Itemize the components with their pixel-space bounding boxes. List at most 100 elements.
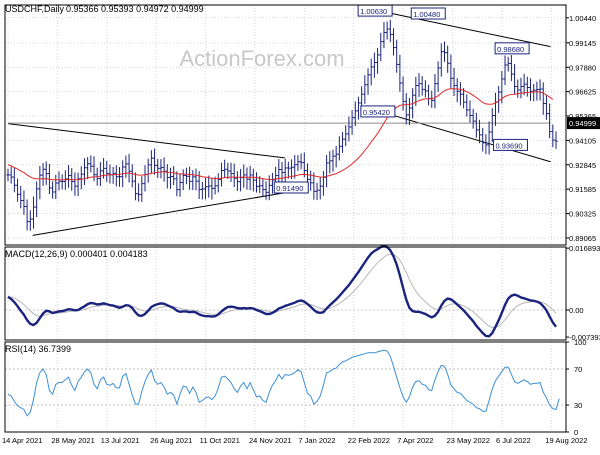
ohlc-bar (325, 155, 329, 188)
ohlc-bar (331, 149, 335, 172)
y-tick-label: 0.96625 (569, 88, 596, 97)
ohlc-bar (86, 157, 90, 180)
triangle-lower-trendline (32, 192, 285, 236)
ohlc-bar (309, 170, 313, 191)
ohlc-bar (344, 125, 348, 147)
ohlc-bar (124, 155, 128, 178)
rsi-line (7, 349, 560, 417)
ohlc-bar (337, 136, 341, 161)
ohlc-bar (235, 171, 239, 191)
ohlc-bar (35, 181, 39, 218)
ohlc-bar (286, 161, 290, 179)
ohlc-bar (525, 76, 529, 97)
price-label-text: 0.95420 (363, 108, 390, 117)
x-tick-label: 7 Apr 2022 (397, 436, 433, 445)
ohlc-bar (551, 124, 555, 148)
ohlc-bar (477, 119, 482, 144)
x-tick-label: 11 Oct 2021 (200, 436, 240, 445)
ohlc-bar (191, 170, 195, 191)
ohlc-bar (512, 64, 517, 94)
ohlc-bar (130, 164, 134, 188)
ohlc-bar (38, 165, 42, 200)
ohlc-bar (391, 28, 396, 56)
ohlc-bar (379, 32, 383, 62)
ohlc-bar (509, 55, 513, 82)
price-label-text: 0.91490 (276, 184, 303, 193)
ohlc-bar (200, 181, 204, 200)
price-label-box (360, 105, 396, 118)
price-label-text: 0.93690 (495, 141, 522, 150)
ohlc-bar (458, 82, 463, 106)
price-label: 0.95420 (360, 105, 396, 118)
ohlc-bar (334, 145, 338, 168)
ohlc-bar (395, 39, 399, 73)
ohlc-bar (433, 73, 437, 109)
ohlc-bar (188, 166, 192, 190)
ohlc-bar (363, 75, 367, 104)
ohlc-bar (375, 47, 380, 74)
ohlc-bar (366, 68, 370, 95)
price-label-text: 1.00480 (413, 10, 440, 19)
ohlc-bar (98, 162, 102, 187)
price-label: 1.00480 (410, 7, 446, 20)
ohlc-bar (203, 177, 208, 200)
ohlc-bar (289, 159, 294, 180)
ohlc-bar (149, 150, 153, 174)
y-tick-label: 0.99145 (569, 39, 596, 48)
ohlc-bar (60, 174, 64, 190)
y-tick-label: 0.94105 (569, 136, 596, 145)
ohlc-bar (251, 168, 255, 192)
ohlc-bar (455, 78, 459, 103)
ohlc-bar (442, 41, 447, 62)
ohlc-bar (315, 182, 319, 201)
ohlc-bar (528, 78, 533, 101)
ohlc-bar (350, 110, 354, 135)
ohlc-bar (165, 164, 169, 189)
ohlc-bar (216, 173, 220, 193)
price-ohlc-readout: 0.95366 0.95393 0.94972 0.94999 (66, 4, 204, 14)
x-tick-label: 14 Apr 2021 (2, 436, 42, 445)
panel-frame-rsi (4, 341, 567, 433)
ohlc-bar (254, 172, 259, 193)
ohlc-bar (25, 199, 29, 231)
ohlc-bar (73, 172, 77, 196)
ohlc-bar (181, 169, 185, 190)
ohlc-bar (388, 19, 392, 42)
ohlc-bar (318, 176, 322, 200)
ohlc-bar (117, 167, 122, 187)
ohlc-bar (15, 178, 20, 202)
ohlc-bar (503, 55, 507, 86)
x-tick-label: 13 Jul 2021 (101, 436, 140, 445)
ohlc-bar (481, 127, 485, 152)
price-label: 1.00630 (357, 4, 393, 17)
ohlc-bar (226, 162, 230, 179)
ohlc-bar (490, 108, 494, 142)
ohlc-bar (293, 155, 297, 179)
ohlc-bar (28, 210, 32, 231)
ohlc-bar (404, 93, 408, 125)
ohlc-bar (172, 166, 176, 185)
price-label-box (273, 181, 309, 194)
ohlc-bar (532, 83, 536, 102)
ohlc-bar (194, 168, 198, 191)
y-tick-label: 0.89065 (569, 234, 596, 243)
ohlc-bar (500, 71, 504, 104)
ohlc-bar (356, 96, 361, 120)
ohlc-bar (54, 174, 58, 200)
y-tick-label: 0.91585 (569, 185, 596, 194)
ohlc-bar (270, 172, 275, 194)
ohlc-bar (487, 121, 491, 155)
ohlc-bar (471, 108, 475, 129)
ohlc-bar (420, 76, 424, 96)
x-tick-label: 7 Jan 2022 (298, 436, 335, 445)
ohlc-bar (417, 73, 421, 97)
ohlc-bar (446, 45, 450, 73)
price-label: 0.93690 (492, 138, 528, 151)
ohlc-bar (519, 77, 523, 99)
ohlc-bar (105, 160, 109, 182)
ohlc-bar (219, 162, 224, 187)
ohlc-bar (340, 132, 345, 153)
y-tick-label: 30 (574, 401, 582, 410)
ohlc-bar (248, 165, 252, 191)
